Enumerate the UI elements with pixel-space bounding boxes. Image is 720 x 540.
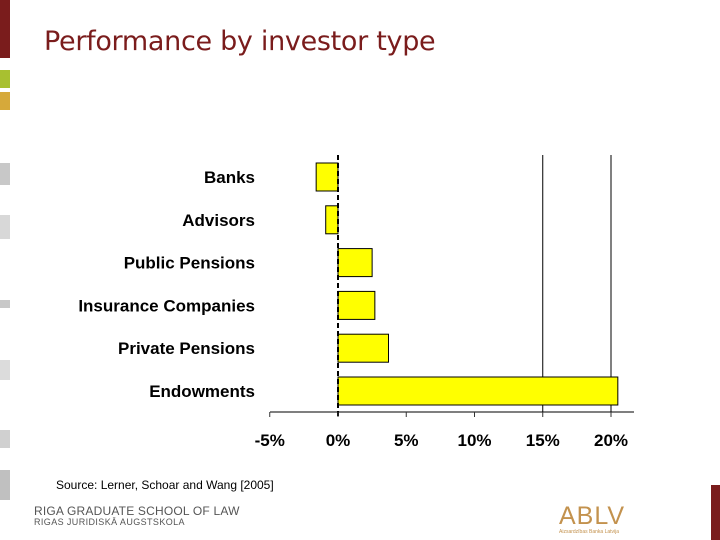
category-label: Advisors bbox=[182, 211, 255, 230]
corner-accent bbox=[711, 485, 720, 540]
bar bbox=[315, 162, 339, 192]
category-label: Endowments bbox=[149, 382, 255, 401]
x-tick-label: 5% bbox=[394, 431, 419, 450]
bar bbox=[337, 333, 390, 363]
category-label: Public Pensions bbox=[124, 254, 255, 273]
bar bbox=[337, 290, 376, 320]
x-tick-label: 10% bbox=[457, 431, 491, 450]
x-tick-label: 20% bbox=[594, 431, 628, 450]
slide-title: Performance by investor type bbox=[44, 26, 436, 57]
x-tick-label: 15% bbox=[526, 431, 560, 450]
ablv-logo-tagline: Aizsardzības Banka Latvija bbox=[559, 529, 620, 535]
category-label: Private Pensions bbox=[118, 339, 255, 358]
ablv-logo: ABLV Aizsardzības Banka Latvija bbox=[559, 502, 635, 536]
school-logo-text: RIGA GRADUATE SCHOOL OF LAW RIGAS JURIDI… bbox=[34, 504, 240, 528]
ablv-logo-text: ABLV bbox=[559, 502, 626, 530]
category-label: Banks bbox=[204, 168, 255, 187]
school-name-latvian: RIGAS JURIDISKĀ AUGSTSKOLA bbox=[34, 517, 185, 527]
bar bbox=[337, 376, 619, 406]
bar bbox=[325, 205, 339, 235]
bar bbox=[337, 248, 373, 278]
category-label: Insurance Companies bbox=[78, 296, 255, 315]
left-decor-strip bbox=[0, 0, 10, 540]
x-tick-label: -5% bbox=[255, 431, 285, 450]
x-tick-label: 0% bbox=[326, 431, 351, 450]
source-note: Source: Lerner, Schoar and Wang [2005] bbox=[56, 478, 274, 492]
school-name: RIGA GRADUATE SCHOOL OF LAW bbox=[34, 504, 240, 518]
